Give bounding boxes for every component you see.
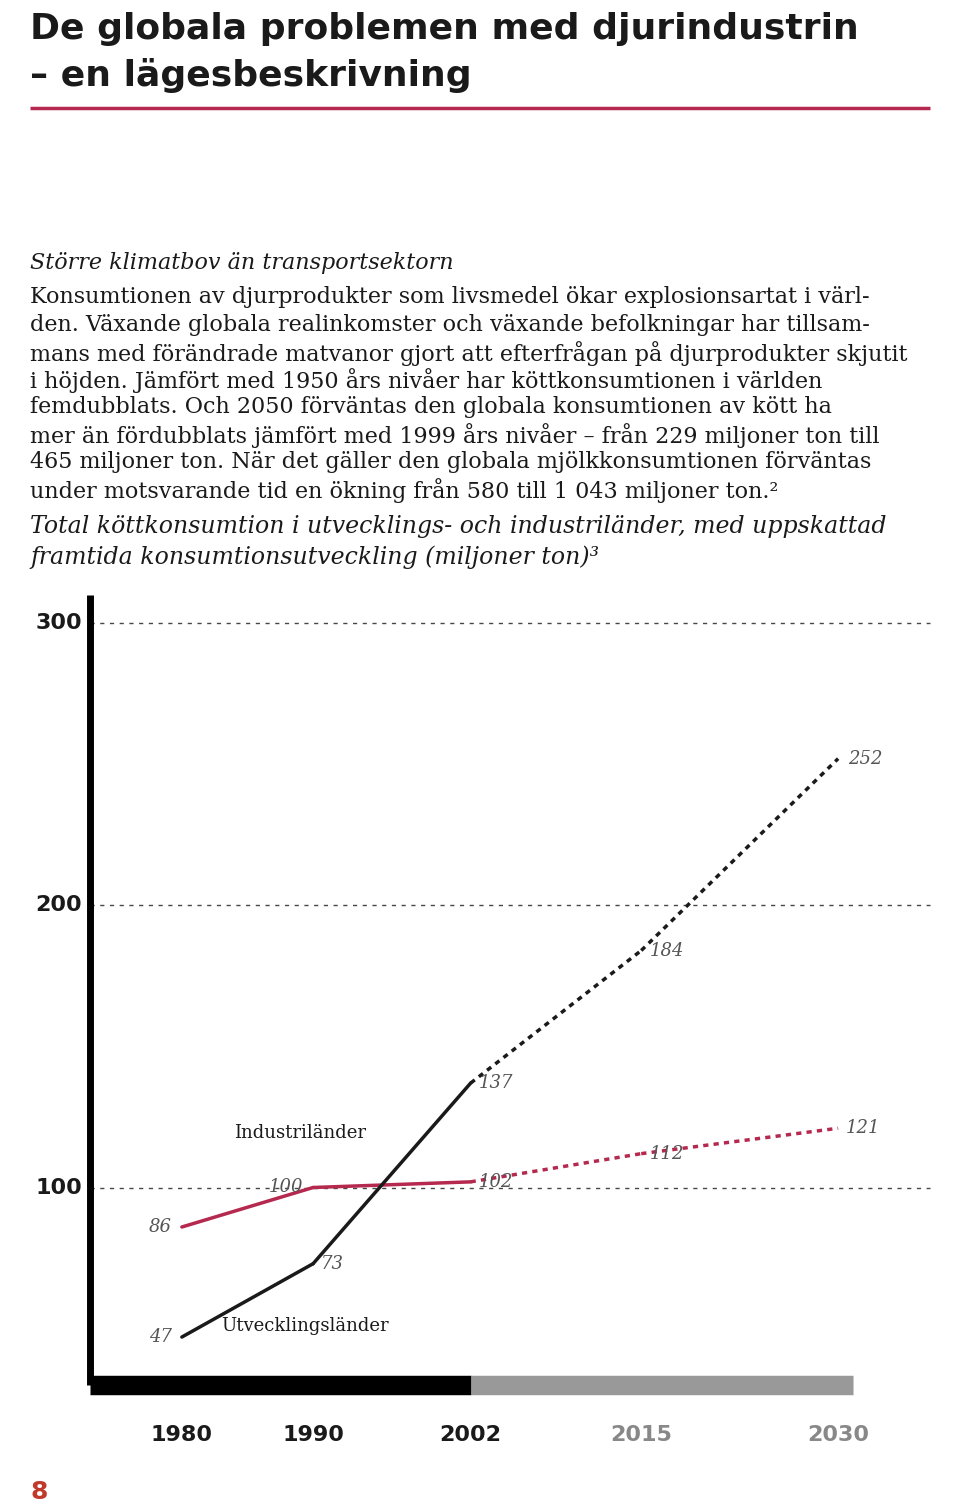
Text: mer än fördubblats jämfört med 1999 års nivåer – från 229 miljoner ton till: mer än fördubblats jämfört med 1999 års … — [30, 423, 879, 449]
Text: 2030: 2030 — [807, 1426, 869, 1445]
Text: framtida konsumtionsutveckling (miljoner ton)³: framtida konsumtionsutveckling (miljoner… — [30, 546, 599, 568]
Text: De globala problemen med djurindustrin: De globala problemen med djurindustrin — [30, 12, 859, 47]
Text: 47: 47 — [149, 1328, 172, 1346]
Text: 137: 137 — [479, 1074, 514, 1093]
Text: 73: 73 — [322, 1255, 344, 1273]
Text: 2015: 2015 — [611, 1426, 672, 1445]
Text: 1980: 1980 — [151, 1426, 213, 1445]
Text: mans med förändrade matvanor gjort att efterfrågan på djurprodukter skjutit: mans med förändrade matvanor gjort att e… — [30, 341, 907, 366]
Text: 112: 112 — [649, 1145, 684, 1162]
Text: 252: 252 — [848, 749, 882, 767]
Text: Utvecklingsländer: Utvecklingsländer — [221, 1317, 389, 1335]
Text: 121: 121 — [846, 1120, 880, 1138]
Text: Industriländer: Industriländer — [234, 1124, 367, 1142]
Text: 465 miljoner ton. När det gäller den globala mjölkkonsumtionen förväntas: 465 miljoner ton. När det gäller den glo… — [30, 451, 872, 473]
Text: den. Växande globala realinkomster och växande befolkningar har tillsam-: den. Växande globala realinkomster och v… — [30, 313, 870, 336]
Text: 8: 8 — [30, 1480, 47, 1504]
Text: 300: 300 — [36, 613, 82, 633]
Text: femdubblats. Och 2050 förväntas den globala konsumtionen av kött ha: femdubblats. Och 2050 förväntas den glob… — [30, 396, 832, 417]
Text: i höjden. Jämfört med 1950 års nivåer har köttkonsumtionen i världen: i höjden. Jämfört med 1950 års nivåer ha… — [30, 369, 823, 393]
Text: under motsvarande tid en ökning från 580 till 1 043 miljoner ton.²: under motsvarande tid en ökning från 580… — [30, 479, 779, 503]
Text: 102: 102 — [479, 1172, 514, 1191]
Text: Konsumtionen av djurprodukter som livsmedel ökar explosionsartat i värl-: Konsumtionen av djurprodukter som livsme… — [30, 286, 870, 307]
Text: 86: 86 — [149, 1218, 172, 1236]
Text: 2002: 2002 — [440, 1426, 502, 1445]
Text: 1990: 1990 — [282, 1426, 344, 1445]
Text: 100: 100 — [36, 1177, 82, 1198]
Text: 200: 200 — [36, 895, 82, 915]
Text: – en lägesbeskrivning: – en lägesbeskrivning — [30, 57, 471, 93]
Text: Total köttkonsumtion i utvecklings- och industriländer, med uppskattad: Total köttkonsumtion i utvecklings- och … — [30, 515, 886, 538]
Text: 184: 184 — [649, 942, 684, 960]
Text: Större klimatbov än transportsektorn: Större klimatbov än transportsektorn — [30, 252, 454, 274]
Text: 100: 100 — [269, 1178, 303, 1197]
